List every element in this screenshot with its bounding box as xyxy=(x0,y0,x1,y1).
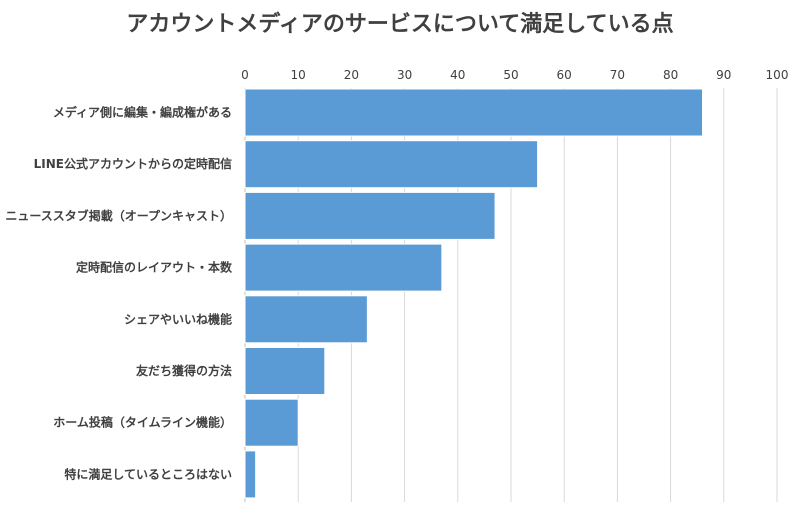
x-tick-label: 40 xyxy=(450,68,465,82)
x-tick-label: 80 xyxy=(663,68,678,82)
category-label: 特に満足しているところはない xyxy=(64,466,232,481)
x-tick-label: 50 xyxy=(503,68,518,82)
category-label: メディア側に編集・編成権がある xyxy=(53,105,232,120)
category-label: 定時配信のレイアウト・本数 xyxy=(76,260,233,275)
bar xyxy=(244,191,496,240)
bar xyxy=(244,398,299,447)
x-tick-label: 30 xyxy=(397,68,412,82)
bar xyxy=(244,295,368,344)
bar xyxy=(244,450,257,499)
category-label: LINE公式アカウントからの定時配信 xyxy=(34,156,232,171)
category-label: ホーム投稿（タイムライン機能） xyxy=(53,415,232,430)
bar xyxy=(244,140,539,189)
x-tick-label: 60 xyxy=(557,68,572,82)
bar xyxy=(244,243,443,292)
x-axis-ticks: 0 10 20 30 40 50 60 70 80 90 100 xyxy=(241,68,788,82)
bars xyxy=(244,88,704,499)
category-label: シェアやいいね機能 xyxy=(124,311,232,326)
category-label: ニューススタブ掲載（オープンキャスト） xyxy=(5,208,232,223)
bar xyxy=(244,88,704,137)
x-tick-label: 10 xyxy=(291,68,306,82)
bar xyxy=(244,347,326,395)
x-tick-label: 0 xyxy=(241,68,249,82)
x-tick-label: 70 xyxy=(610,68,625,82)
x-tick-label: 20 xyxy=(344,68,359,82)
chart-title: アカウントメディアのサービスについて満足している点 xyxy=(126,11,673,37)
category-label: 友だち獲得の方法 xyxy=(135,363,232,378)
x-tick-label: 90 xyxy=(716,68,731,82)
category-labels: メディア側に編集・編成権がある LINE公式アカウントからの定時配信ニューススタブ… xyxy=(5,105,233,482)
x-tick-label: 100 xyxy=(766,68,789,82)
